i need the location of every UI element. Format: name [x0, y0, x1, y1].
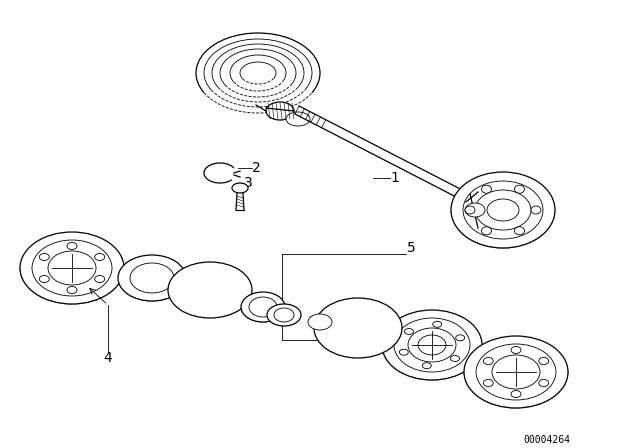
Ellipse shape	[451, 356, 460, 362]
Ellipse shape	[475, 190, 531, 230]
Ellipse shape	[465, 206, 475, 214]
Ellipse shape	[464, 336, 568, 408]
Ellipse shape	[382, 310, 482, 380]
Ellipse shape	[39, 276, 49, 283]
Ellipse shape	[483, 379, 493, 387]
Ellipse shape	[241, 292, 285, 322]
Ellipse shape	[456, 335, 465, 341]
Ellipse shape	[465, 203, 485, 217]
Ellipse shape	[451, 172, 555, 248]
Ellipse shape	[404, 328, 413, 335]
Ellipse shape	[201, 284, 219, 296]
Ellipse shape	[168, 262, 252, 318]
Ellipse shape	[492, 355, 540, 389]
Ellipse shape	[539, 379, 548, 387]
Ellipse shape	[308, 314, 332, 330]
Ellipse shape	[476, 344, 556, 400]
Ellipse shape	[327, 307, 389, 349]
Ellipse shape	[174, 266, 246, 314]
Ellipse shape	[118, 255, 186, 301]
Ellipse shape	[320, 303, 396, 353]
Ellipse shape	[39, 254, 49, 260]
Ellipse shape	[20, 232, 124, 304]
Ellipse shape	[267, 304, 301, 326]
Text: 1: 1	[390, 171, 399, 185]
Ellipse shape	[249, 297, 277, 317]
Ellipse shape	[266, 102, 294, 120]
Ellipse shape	[95, 276, 105, 283]
Ellipse shape	[286, 112, 310, 126]
Ellipse shape	[511, 391, 521, 397]
Ellipse shape	[399, 349, 408, 355]
Ellipse shape	[481, 185, 492, 193]
Ellipse shape	[408, 328, 456, 362]
Ellipse shape	[418, 335, 446, 355]
Ellipse shape	[188, 276, 232, 304]
Ellipse shape	[422, 363, 431, 369]
Ellipse shape	[181, 271, 239, 309]
Text: 4: 4	[104, 351, 113, 365]
Ellipse shape	[487, 199, 519, 221]
Ellipse shape	[274, 308, 294, 322]
Ellipse shape	[433, 321, 442, 327]
Text: 3: 3	[244, 176, 253, 190]
Text: 00004264: 00004264	[523, 435, 570, 445]
Ellipse shape	[67, 287, 77, 293]
Ellipse shape	[511, 346, 521, 353]
Text: 5: 5	[407, 241, 416, 255]
Ellipse shape	[463, 181, 543, 239]
Ellipse shape	[483, 358, 493, 365]
Ellipse shape	[531, 206, 541, 214]
Ellipse shape	[48, 251, 96, 285]
Ellipse shape	[95, 254, 105, 260]
Ellipse shape	[539, 358, 548, 365]
Text: 2: 2	[252, 161, 260, 175]
Ellipse shape	[232, 183, 248, 193]
Ellipse shape	[67, 242, 77, 250]
Ellipse shape	[394, 318, 470, 372]
Ellipse shape	[195, 280, 225, 300]
Ellipse shape	[32, 240, 112, 296]
Ellipse shape	[515, 185, 525, 193]
Ellipse shape	[343, 318, 373, 338]
Ellipse shape	[335, 313, 381, 343]
Ellipse shape	[481, 227, 492, 235]
Ellipse shape	[515, 227, 525, 235]
Ellipse shape	[314, 298, 402, 358]
Ellipse shape	[130, 263, 174, 293]
